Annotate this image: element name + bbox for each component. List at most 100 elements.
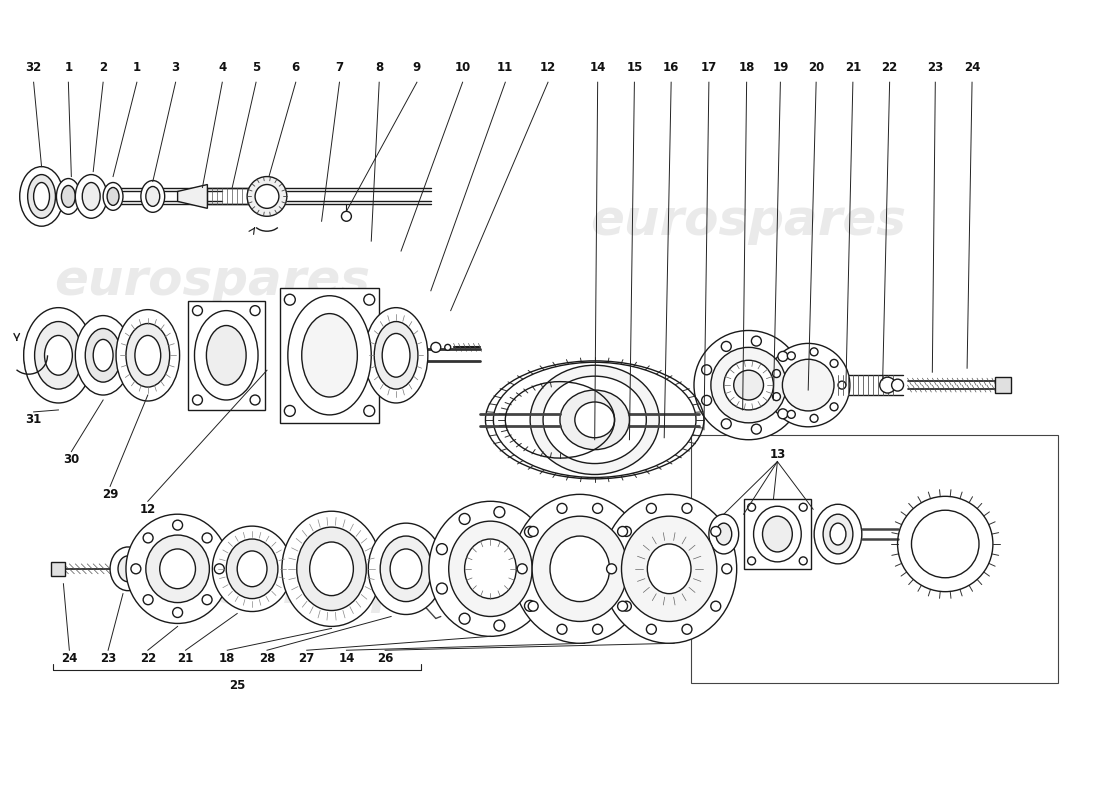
Circle shape xyxy=(621,602,631,611)
Ellipse shape xyxy=(494,362,696,478)
Ellipse shape xyxy=(62,186,75,207)
Ellipse shape xyxy=(75,315,131,395)
Circle shape xyxy=(528,602,538,611)
Circle shape xyxy=(748,503,756,511)
Ellipse shape xyxy=(110,547,146,590)
Ellipse shape xyxy=(530,366,659,474)
Ellipse shape xyxy=(550,536,609,602)
Circle shape xyxy=(722,564,732,574)
Text: 2: 2 xyxy=(99,61,107,74)
Circle shape xyxy=(632,564,642,574)
Ellipse shape xyxy=(814,504,861,564)
Ellipse shape xyxy=(647,544,691,594)
Circle shape xyxy=(702,365,712,374)
Ellipse shape xyxy=(532,516,627,622)
Circle shape xyxy=(143,594,153,605)
Ellipse shape xyxy=(20,166,64,226)
Text: 11: 11 xyxy=(497,61,514,74)
Circle shape xyxy=(810,348,818,356)
Ellipse shape xyxy=(382,334,410,377)
Ellipse shape xyxy=(464,539,516,598)
Circle shape xyxy=(173,607,183,618)
Circle shape xyxy=(494,620,505,631)
Ellipse shape xyxy=(782,359,834,411)
Text: 18: 18 xyxy=(738,61,755,74)
Ellipse shape xyxy=(135,335,161,375)
Circle shape xyxy=(173,520,183,530)
Ellipse shape xyxy=(28,174,55,218)
Ellipse shape xyxy=(297,527,366,610)
Text: 16: 16 xyxy=(663,61,680,74)
Ellipse shape xyxy=(82,182,100,210)
Circle shape xyxy=(528,526,538,537)
Circle shape xyxy=(364,294,375,305)
Ellipse shape xyxy=(103,182,123,210)
Circle shape xyxy=(131,564,141,574)
Circle shape xyxy=(772,370,780,378)
Text: eurospares: eurospares xyxy=(710,554,1026,602)
Circle shape xyxy=(459,514,470,525)
Ellipse shape xyxy=(543,376,647,463)
Bar xyxy=(691,434,1058,683)
Ellipse shape xyxy=(34,322,82,389)
Text: 23: 23 xyxy=(100,652,117,665)
Circle shape xyxy=(494,506,505,518)
Ellipse shape xyxy=(830,523,846,545)
Text: 12: 12 xyxy=(540,61,557,74)
Ellipse shape xyxy=(301,314,358,397)
Ellipse shape xyxy=(44,335,73,375)
Text: 30: 30 xyxy=(63,453,79,466)
Text: 1: 1 xyxy=(64,61,73,74)
Circle shape xyxy=(437,544,448,554)
Circle shape xyxy=(525,600,536,611)
Ellipse shape xyxy=(762,516,792,552)
Ellipse shape xyxy=(227,539,278,598)
Circle shape xyxy=(214,564,224,574)
Text: 25: 25 xyxy=(229,678,245,691)
Text: 8: 8 xyxy=(375,61,383,74)
Ellipse shape xyxy=(34,182,50,210)
Text: eurospares: eurospares xyxy=(213,565,529,613)
Circle shape xyxy=(250,306,260,315)
Circle shape xyxy=(778,351,788,362)
Ellipse shape xyxy=(390,549,422,589)
Circle shape xyxy=(682,624,692,634)
Circle shape xyxy=(459,614,470,624)
Ellipse shape xyxy=(754,506,801,562)
Ellipse shape xyxy=(86,329,121,382)
Circle shape xyxy=(143,533,153,543)
Text: 3: 3 xyxy=(172,61,179,74)
Circle shape xyxy=(682,503,692,514)
Ellipse shape xyxy=(823,514,852,554)
Text: 28: 28 xyxy=(258,652,275,665)
Ellipse shape xyxy=(118,556,138,582)
Ellipse shape xyxy=(107,187,119,206)
Text: 24: 24 xyxy=(62,652,77,665)
Ellipse shape xyxy=(195,310,258,400)
Circle shape xyxy=(800,557,807,565)
Ellipse shape xyxy=(892,379,903,391)
Ellipse shape xyxy=(724,360,773,410)
Circle shape xyxy=(788,352,795,360)
Circle shape xyxy=(830,403,838,410)
Circle shape xyxy=(621,526,631,537)
Ellipse shape xyxy=(767,343,850,427)
Circle shape xyxy=(192,306,202,315)
Ellipse shape xyxy=(368,523,443,614)
Ellipse shape xyxy=(429,502,552,636)
Circle shape xyxy=(778,409,788,418)
Ellipse shape xyxy=(374,322,418,389)
Text: 21: 21 xyxy=(845,61,861,74)
Text: 22: 22 xyxy=(881,61,898,74)
Text: 31: 31 xyxy=(25,414,42,426)
Circle shape xyxy=(557,503,566,514)
Circle shape xyxy=(341,211,351,222)
Circle shape xyxy=(285,406,295,416)
Bar xyxy=(187,301,265,410)
Circle shape xyxy=(748,557,756,565)
Circle shape xyxy=(711,526,720,537)
Text: 5: 5 xyxy=(252,61,261,74)
Ellipse shape xyxy=(255,185,279,208)
Circle shape xyxy=(722,342,732,351)
Ellipse shape xyxy=(734,370,763,400)
